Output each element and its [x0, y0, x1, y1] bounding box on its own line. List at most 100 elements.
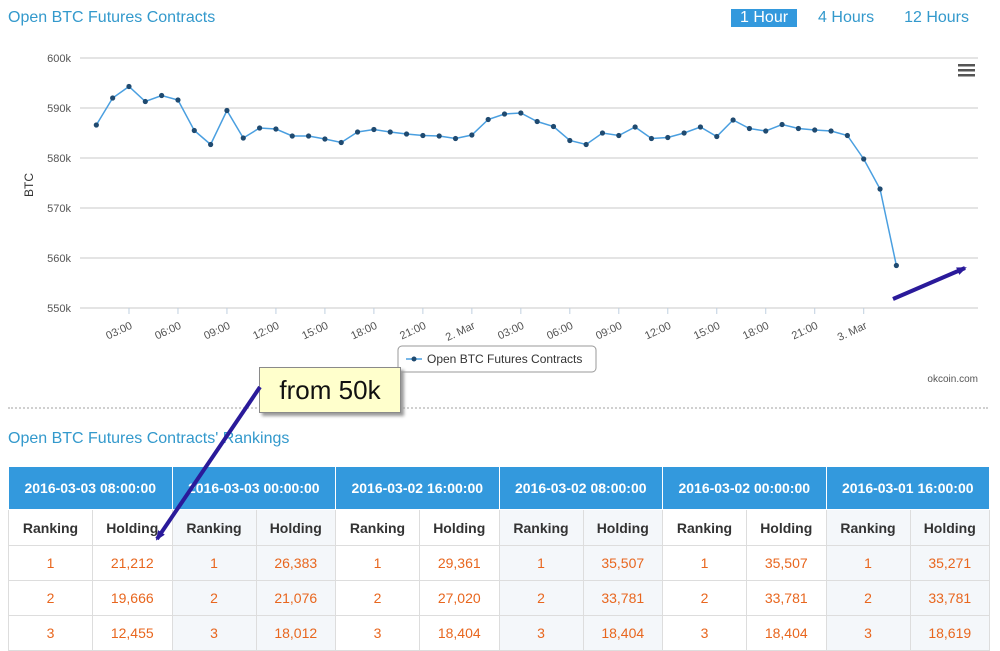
timeframe-selector: 1 Hour 4 Hours 12 Hours [731, 9, 978, 27]
ranking-cell: 1 [825, 545, 911, 581]
data-point[interactable] [844, 132, 850, 139]
data-point[interactable] [812, 127, 818, 133]
data-point[interactable] [436, 133, 442, 139]
chart-credits[interactable]: okcoin.com [927, 374, 978, 385]
ranking-cell: 1 [335, 545, 420, 581]
x-tick-label: 12:00 [251, 320, 281, 343]
x-tick-label: 21:00 [398, 320, 428, 343]
data-point[interactable] [354, 129, 361, 135]
x-tick-label: 2. Mar [444, 320, 478, 344]
data-point[interactable] [779, 121, 785, 128]
data-point[interactable] [420, 132, 426, 139]
data-point[interactable] [338, 139, 344, 146]
data-point[interactable] [665, 134, 671, 141]
x-tick-label: 18:00 [741, 320, 771, 343]
period-date: 2016-03-02 08:00:00 [498, 467, 663, 510]
legend-marker-icon [411, 356, 417, 362]
x-tick-label: 09:00 [594, 320, 624, 343]
open-contracts-chart: 600k 590k 580k 570k 560k 550k 03:00 06:00 09:00… [22, 53, 978, 385]
data-point[interactable] [403, 131, 410, 137]
y-tick-label: 590k [47, 103, 71, 115]
data-point[interactable] [110, 95, 116, 101]
ranking-column-header: Ranking [825, 509, 911, 546]
x-tick-label: 03:00 [104, 320, 134, 343]
ranking-column-header: Ranking [335, 509, 420, 546]
holding-column-header: Holding [419, 509, 500, 546]
data-point[interactable] [714, 133, 720, 140]
y-tick-label: 600k [47, 53, 71, 65]
data-point[interactable] [697, 124, 704, 130]
data-point[interactable] [142, 98, 148, 105]
data-point[interactable] [224, 107, 230, 114]
x-axis-ticks: 03:00 06:00 09:00 12:00 15:00 18:00 21:00 2. Ma… [104, 308, 869, 344]
data-point[interactable] [126, 83, 132, 90]
holding-cell: 18,404 [419, 615, 500, 651]
data-point[interactable] [746, 125, 753, 132]
x-tick-label: 15:00 [692, 320, 722, 343]
period-date: 2016-03-03 00:00:00 [171, 467, 336, 510]
data-point[interactable] [159, 92, 165, 99]
data-point[interactable] [208, 141, 214, 148]
data-point[interactable] [501, 111, 508, 117]
data-point[interactable] [730, 117, 736, 123]
y-tick-label: 550k [47, 303, 71, 315]
ranking-cell: 2 [171, 580, 257, 616]
data-point[interactable] [289, 133, 295, 139]
rankings-table: 2016-03-03 08:00:00 2016-03-03 00:00:00 20… [8, 467, 990, 651]
chart-legend[interactable]: Open BTC Futures Contracts [397, 345, 597, 373]
data-point[interactable] [534, 118, 540, 125]
data-point[interactable] [305, 133, 312, 139]
data-point[interactable] [616, 132, 622, 139]
rankings-header-row: Ranking Holding Ranking Holding Ranking Holdi… [8, 509, 990, 546]
data-point[interactable] [452, 135, 459, 142]
data-point[interactable] [567, 137, 573, 144]
data-point[interactable] [795, 125, 802, 132]
x-tick-label: 06:00 [545, 320, 575, 343]
data-point[interactable] [518, 110, 524, 116]
data-point[interactable] [257, 125, 263, 131]
ranking-column-header: Ranking [171, 509, 257, 546]
data-point[interactable] [648, 135, 655, 142]
data-point[interactable] [583, 141, 589, 148]
data-point[interactable] [599, 130, 606, 136]
ranking-cell: 3 [171, 615, 257, 651]
timeframe-4-hours[interactable]: 4 Hours [818, 9, 875, 26]
data-point[interactable] [387, 129, 393, 135]
timeframe-1-hour[interactable]: 1 Hour [731, 9, 798, 27]
holding-cell: 35,507 [746, 545, 827, 581]
x-tick-label: 12:00 [643, 320, 673, 343]
holding-cell: 21,212 [92, 545, 173, 581]
rankings-title: Open BTC Futures Contracts' Rankings [8, 430, 290, 447]
ranking-column-header: Ranking [498, 509, 584, 546]
period-date: 2016-03-02 16:00:00 [335, 467, 500, 510]
holding-column-header: Holding [92, 509, 173, 546]
x-tick-label: 03:00 [496, 320, 526, 343]
data-point[interactable] [861, 156, 867, 162]
ranking-cell: 3 [825, 615, 911, 651]
holding-cell: 19,666 [92, 580, 173, 616]
data-point[interactable] [877, 186, 883, 192]
data-point[interactable] [550, 123, 557, 130]
data-point[interactable] [273, 126, 279, 132]
timeframe-12-hours[interactable]: 12 Hours [904, 9, 969, 26]
data-point[interactable] [485, 116, 491, 123]
ranking-cell: 2 [825, 580, 911, 616]
ranking-cell: 1 [171, 545, 257, 581]
section-divider [8, 407, 988, 409]
ranking-column-header: Ranking [8, 509, 93, 546]
data-point[interactable] [893, 262, 899, 269]
data-point[interactable] [175, 97, 181, 103]
menu-icon[interactable] [958, 64, 975, 77]
y-tick-label: 560k [47, 253, 71, 265]
data-point[interactable] [240, 135, 246, 141]
data-point[interactable] [371, 126, 377, 133]
holding-cell: 12,455 [92, 615, 173, 651]
data-point[interactable] [322, 136, 328, 142]
data-point[interactable] [828, 128, 834, 134]
data-point[interactable] [93, 122, 99, 128]
data-point[interactable] [763, 128, 769, 134]
data-point[interactable] [469, 132, 475, 138]
data-point[interactable] [632, 124, 638, 130]
data-point[interactable] [191, 127, 197, 134]
data-point[interactable] [681, 130, 687, 136]
